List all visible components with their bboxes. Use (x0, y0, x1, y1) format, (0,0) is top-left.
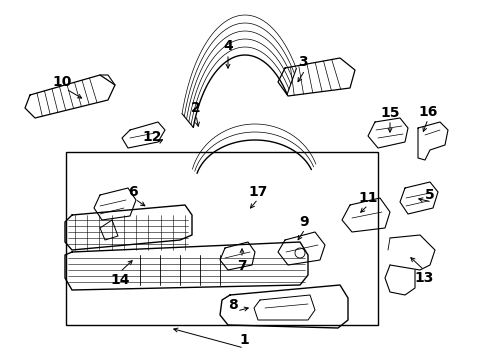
Text: 4: 4 (223, 39, 232, 53)
Text: 11: 11 (358, 191, 377, 205)
Text: 12: 12 (142, 130, 162, 144)
Text: 17: 17 (248, 185, 267, 199)
Text: 2: 2 (191, 101, 201, 115)
Text: 16: 16 (417, 105, 437, 119)
Text: 14: 14 (110, 273, 129, 287)
Text: 5: 5 (424, 188, 434, 202)
Bar (66, 152, 377, 325)
Text: 13: 13 (413, 271, 433, 285)
Text: 3: 3 (298, 55, 307, 69)
Text: 6: 6 (128, 185, 138, 199)
Text: 7: 7 (237, 259, 246, 273)
Text: 10: 10 (52, 75, 72, 89)
Text: 8: 8 (228, 298, 237, 312)
Text: 15: 15 (380, 106, 399, 120)
Text: 9: 9 (299, 215, 308, 229)
Text: 1: 1 (239, 333, 248, 347)
